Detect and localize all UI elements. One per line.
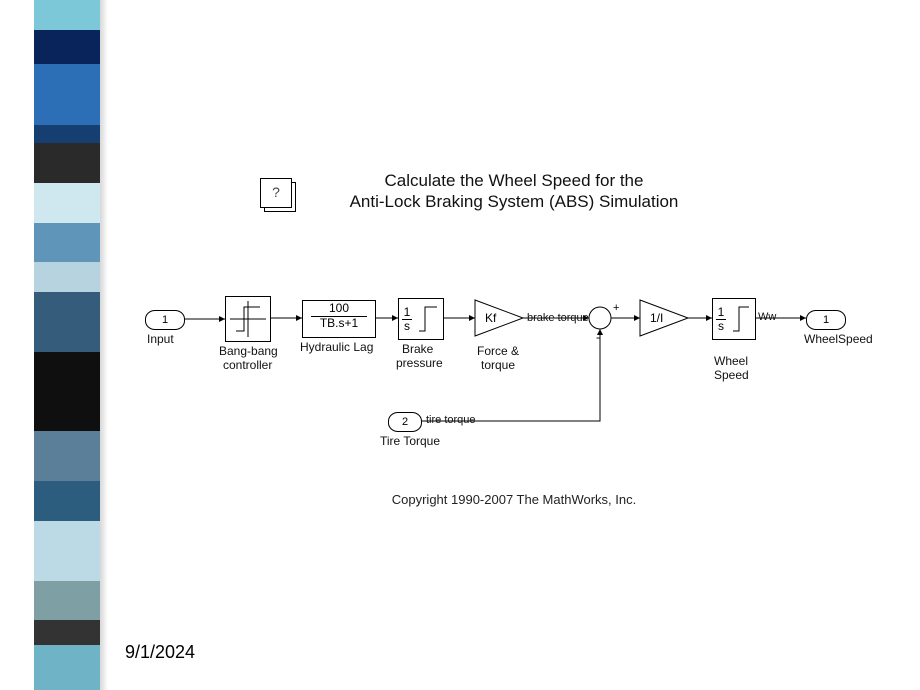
ww-signal-label: Ww [758,311,776,323]
tire-torque-port-block[interactable]: 2 [388,412,420,430]
brake-pressure-label-2: pressure [396,356,443,370]
wheel-speed-label-1: Wheel [714,354,748,368]
svg-text:+: + [613,302,619,314]
bangbang-label-1: Bang-bang [219,344,278,358]
bangbang-block[interactable] [225,296,271,342]
wheel-speed-block[interactable]: 1s [712,298,756,340]
wires-layer: Kf + - 1/I [0,0,920,690]
force-torque-label-1: Force & [477,344,519,358]
svg-text:1/I: 1/I [650,311,663,325]
force-torque-label-2: torque [481,358,515,372]
svg-text:-: - [596,330,600,344]
hydraulic-lag-label: Hydraulic Lag [300,340,373,354]
wheel-speed-label-2: Speed [714,368,749,382]
brake-pressure-block[interactable]: 1s [398,298,444,340]
brake-torque-signal-label: brake torque [527,312,589,324]
input-port-block[interactable]: 1 [145,310,183,328]
output-port-block[interactable]: 1 [806,310,844,328]
svg-text:Kf: Kf [485,311,497,325]
tire-torque-port-label: Tire Torque [380,434,440,448]
gain-1-over-I: 1/I [640,300,688,336]
hydraulic-lag-block[interactable]: 100TB.s+1 [302,300,376,338]
force-torque-gain: Kf [475,300,523,336]
output-port-label: WheelSpeed [804,332,873,346]
bangbang-label-2: controller [223,358,272,372]
input-port-label: Input [147,332,174,346]
tire-torque-signal-label: tire torque [426,414,476,426]
brake-pressure-label-1: Brake [402,342,433,356]
